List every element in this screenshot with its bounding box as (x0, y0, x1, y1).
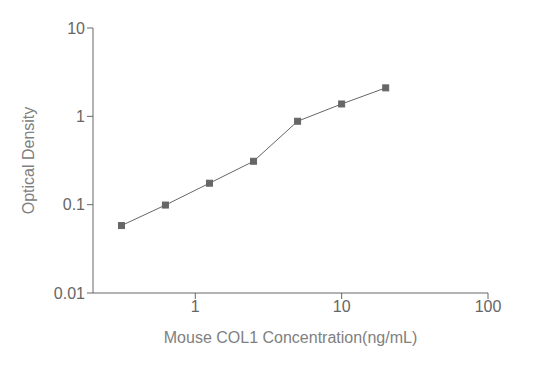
svg-text:10: 10 (333, 298, 351, 315)
svg-text:100: 100 (475, 298, 502, 315)
svg-text:0.01: 0.01 (54, 285, 85, 302)
svg-text:Optical Density: Optical Density (20, 107, 37, 215)
svg-text:1: 1 (76, 108, 85, 125)
svg-text:Mouse COL1 Concentration(ng/mL: Mouse COL1 Concentration(ng/mL) (164, 329, 417, 346)
svg-text:10: 10 (67, 20, 85, 37)
svg-text:0.1: 0.1 (63, 196, 85, 213)
svg-text:1: 1 (191, 298, 200, 315)
